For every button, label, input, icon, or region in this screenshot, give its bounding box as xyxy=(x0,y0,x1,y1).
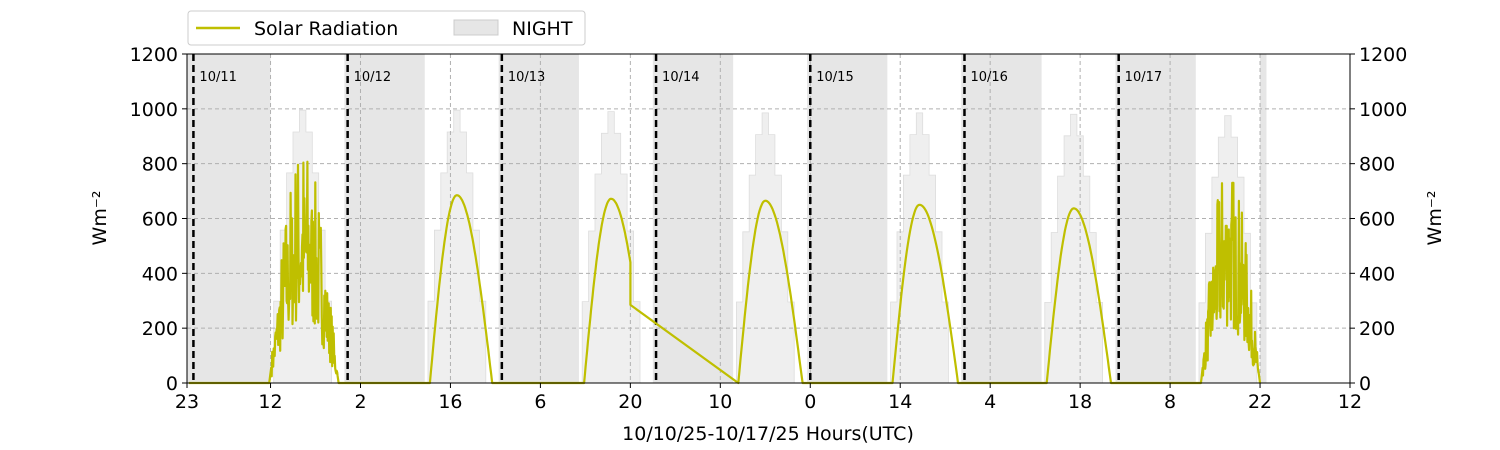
series-layer xyxy=(188,160,1262,385)
clear-sky-envelope xyxy=(427,109,487,384)
y-tick-label-right: 0 xyxy=(1359,373,1371,395)
y-tick-label-right: 1200 xyxy=(1359,44,1407,66)
legend-patch-swatch xyxy=(453,19,499,36)
x-tick-label: 12 xyxy=(1338,391,1362,413)
y-axis-title-right: Wm⁻² xyxy=(1424,191,1446,246)
x-tick-label: 8 xyxy=(1164,391,1176,413)
x-tick-label: 10 xyxy=(708,391,732,413)
y-tick-label-right: 800 xyxy=(1359,154,1395,176)
y-tick-label-left: 200 xyxy=(142,318,178,340)
y-tick-label-right: 1000 xyxy=(1359,99,1407,121)
night-span xyxy=(187,54,271,383)
x-tick-label: 4 xyxy=(984,391,996,413)
x-tick-label: 23 xyxy=(175,391,199,413)
legend-label-night: NIGHT xyxy=(512,18,573,40)
legend: Solar Radiation NIGHT xyxy=(187,10,586,46)
night-span xyxy=(1260,54,1267,383)
x-tick-label: 12 xyxy=(258,391,282,413)
day-marker-label: 10/15 xyxy=(816,70,853,85)
legend-label-solar-radiation: Solar Radiation xyxy=(254,18,398,40)
y-tick-label-right: 600 xyxy=(1359,209,1395,231)
clear-sky-envelope xyxy=(890,112,949,384)
day-marker-layer: 10/11 10/12 10/13 10/14 10/15 10/16 10/17 xyxy=(192,54,1162,383)
x-tick-label: 20 xyxy=(618,391,642,413)
y-axis-title-left: Wm⁻² xyxy=(89,191,111,246)
clear-sky-envelope xyxy=(581,111,641,384)
day-marker-label: 10/16 xyxy=(970,70,1007,85)
x-tick-label: 2 xyxy=(354,391,366,413)
x-tick-label: 18 xyxy=(1068,391,1092,413)
clear-sky-envelope xyxy=(736,112,795,384)
day-marker-label: 10/11 xyxy=(199,70,236,85)
clear-sky-envelope xyxy=(1044,113,1103,384)
y-tick-label-right: 400 xyxy=(1359,263,1395,285)
y-tick-label-right: 200 xyxy=(1359,318,1395,340)
x-tick-label: 22 xyxy=(1248,391,1272,413)
y-tick-label-left: 0 xyxy=(166,373,178,395)
grid-layer xyxy=(187,54,1350,383)
y-tick-label-left: 800 xyxy=(142,154,178,176)
y-tick-label-left: 1000 xyxy=(130,99,178,121)
day-marker-label: 10/13 xyxy=(508,70,545,85)
y-tick-label-left: 400 xyxy=(142,263,178,285)
day-marker-label: 10/12 xyxy=(354,70,391,85)
x-tick-label: 0 xyxy=(804,391,816,413)
x-axis-title: 10/10/25-10/17/25 Hours(UTC) xyxy=(622,423,914,445)
x-tick-label: 6 xyxy=(534,391,546,413)
solar-radiation-line xyxy=(188,160,1262,385)
y-tick-label-left: 1200 xyxy=(130,44,178,66)
day-marker-label: 10/17 xyxy=(1125,70,1162,85)
day-marker-label: 10/14 xyxy=(662,70,699,85)
x-tick-label: 14 xyxy=(888,391,912,413)
x-tick-label: 16 xyxy=(438,391,462,413)
y-tick-label-left: 600 xyxy=(142,209,178,231)
